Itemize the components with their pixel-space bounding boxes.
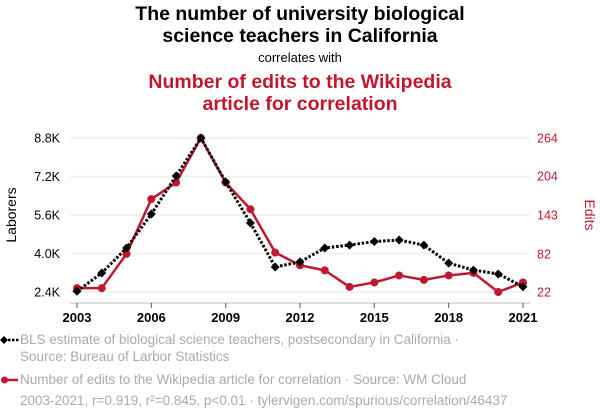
legend-teachers-line2: Source: Bureau of Larbor Statistics [20, 349, 230, 364]
data-point-teachers [171, 171, 181, 181]
y-axis-right-ticks: 22 82 143 204 264 [537, 132, 558, 300]
data-point-edits [271, 248, 280, 257]
data-point-edits [147, 195, 156, 204]
x-tick-label: 2009 [211, 310, 240, 325]
y-right-tick-label: 82 [537, 247, 551, 261]
y-right-tick-label: 22 [537, 286, 551, 300]
data-point-teachers [444, 258, 454, 268]
data-point-teachers [97, 268, 107, 278]
data-point-edits [320, 266, 329, 275]
data-point-teachers [369, 236, 379, 246]
y-left-tick-label: 5.6K [34, 209, 60, 223]
chart-title-line2: science teachers in California [162, 25, 438, 47]
legend-item-edits[interactable]: Number of edits to the Wikipedia article… [1, 371, 467, 388]
gridlines [70, 137, 530, 293]
y-right-tick-label: 143 [537, 209, 558, 223]
data-point-teachers [468, 265, 478, 275]
chart-title-secondary: Number of edits to the Wikipedia article… [0, 71, 600, 115]
data-point-edits [246, 205, 255, 214]
data-point-edits [395, 271, 404, 280]
legend-edits-text: Number of edits to the Wikipedia article… [20, 372, 467, 387]
x-tick-label: 2015 [360, 310, 389, 325]
y-right-tick-label: 204 [537, 170, 558, 184]
data-point-teachers [518, 282, 528, 292]
y-left-tick-label: 2.4K [34, 286, 60, 300]
data-point-edits [345, 282, 354, 291]
data-point-teachers [72, 286, 82, 296]
y-axis-left-ticks: 2.4K 4.0K 5.6K 7.2K 8.8K [34, 132, 60, 300]
data-point-edits [419, 275, 428, 284]
x-tick-label: 2021 [509, 310, 538, 325]
legend-item-teachers[interactable]: BLS estimate of biological science teach… [0, 331, 459, 365]
legend-diamond-dotted-icon [0, 336, 19, 344]
x-axis-ticks: 2003 2006 2009 2012 2015 2018 2021 [63, 303, 538, 325]
footer-stats: 2003-2021, r=0.919, r²=0.845, p<0.01 · t… [20, 393, 508, 408]
y-left-tick-label: 4.0K [34, 247, 60, 261]
data-point-teachers [345, 240, 355, 250]
y-axis-right-label: Edits [582, 199, 598, 230]
data-point-teachers [419, 240, 429, 250]
data-point-teachers [270, 262, 280, 272]
series-teachers [72, 133, 528, 296]
data-point-teachers [146, 209, 156, 219]
data-point-edits [97, 284, 106, 293]
data-point-teachers [196, 133, 206, 143]
chart-subtitle: correlates with [258, 50, 342, 65]
data-point-teachers [221, 177, 231, 187]
y-axis-left-label: Laborers [3, 187, 19, 242]
y-right-tick-label: 264 [537, 132, 558, 146]
chart-title: The number of university biological scie… [0, 3, 600, 47]
data-point-teachers [394, 235, 404, 245]
legend-teachers-line1: BLS estimate of biological science teach… [20, 332, 459, 347]
data-point-edits [370, 278, 379, 287]
data-point-teachers [320, 243, 330, 253]
data-point-teachers [295, 257, 305, 267]
chart-title-secondary-line2: article for correlation [202, 93, 398, 115]
y-left-tick-label: 7.2K [34, 170, 60, 184]
data-point-teachers [245, 218, 255, 228]
data-point-teachers [122, 243, 132, 253]
x-tick-label: 2003 [63, 310, 92, 325]
data-point-edits [444, 271, 453, 280]
chart-title-secondary-line1: Number of edits to the Wikipedia [148, 71, 452, 93]
data-point-teachers [493, 269, 503, 279]
chart-title-line1: The number of university biological [135, 3, 465, 25]
x-tick-label: 2018 [434, 310, 463, 325]
y-left-tick-label: 8.8K [34, 132, 60, 146]
legend-circle-line-icon [1, 376, 18, 384]
x-tick-label: 2006 [137, 310, 166, 325]
x-tick-label: 2012 [286, 310, 315, 325]
data-point-edits [494, 288, 503, 296]
